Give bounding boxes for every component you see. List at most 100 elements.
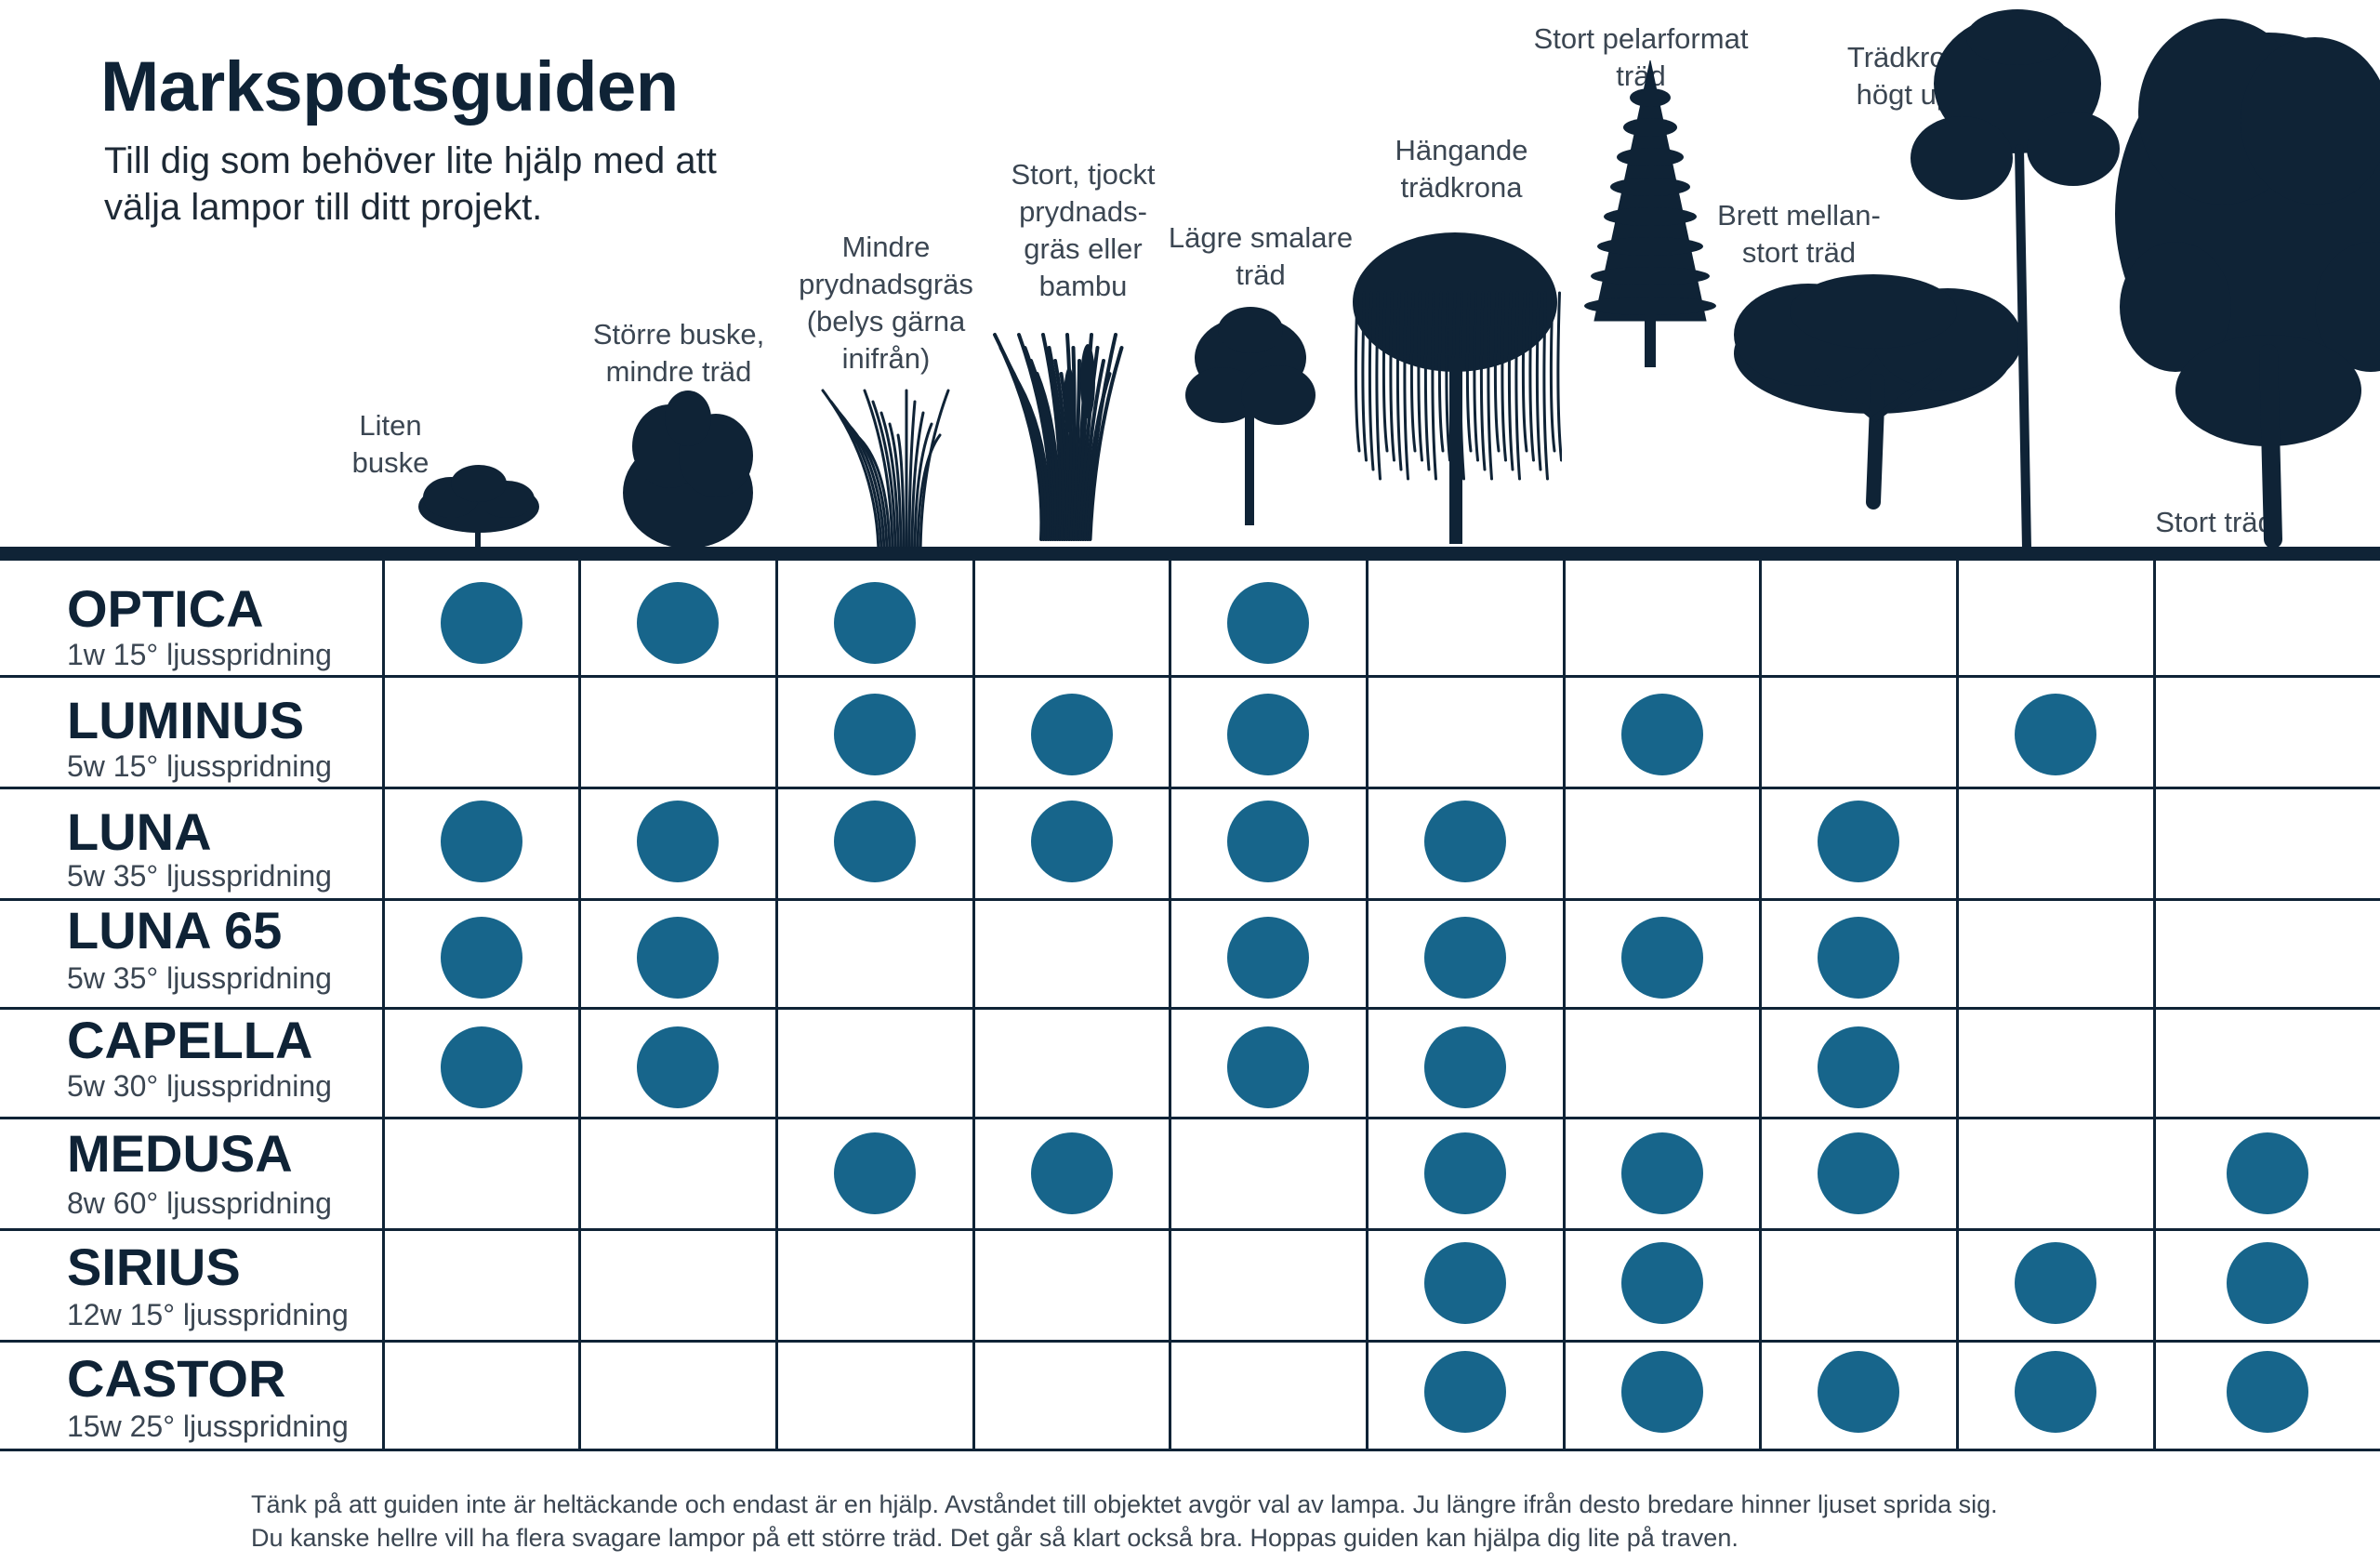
footer-note: Tänk på att guiden inte är heltäckande o… (251, 1488, 2380, 1555)
suitability-dot (1818, 917, 1899, 999)
suitability-dot (834, 801, 916, 882)
suitability-dot (637, 582, 719, 664)
suitability-dot (1620, 1242, 1703, 1324)
page-title: Markspotsguiden (100, 47, 679, 126)
column-divider (1759, 561, 1762, 1450)
suitability-dot (1030, 801, 1113, 882)
product-spec: 5w 35° ljusspridning (67, 859, 332, 893)
suitability-dot (1620, 1132, 1703, 1214)
product-name: OPTICA (67, 579, 264, 638)
plant-label: Brett mellan- stort träd (1717, 199, 1881, 269)
row-divider (0, 1340, 2380, 1343)
suitability-dot (2226, 1132, 2308, 1214)
ground-line (0, 547, 2380, 561)
plant-label: Stort, tjockt prydnads- gräs eller bambu (1011, 158, 1156, 302)
suitability-dot (1227, 1026, 1309, 1108)
product-spec: 5w 15° ljusspridning (67, 749, 332, 783)
product-spec: 15w 25° ljusspridning (67, 1410, 349, 1443)
column-divider (2153, 561, 2156, 1450)
column-divider (972, 561, 975, 1450)
suitability-dot (1424, 1132, 1506, 1214)
product-name: LUMINUS (67, 691, 305, 749)
product-name: LUNA 65 (67, 901, 283, 960)
product-name: CAPELLA (67, 1011, 313, 1069)
row-divider (0, 1117, 2380, 1119)
row-divider (0, 898, 2380, 901)
footer-line: Tänk på att guiden inte är heltäckande o… (251, 1490, 1998, 1518)
suitability-dot (2015, 1351, 2096, 1433)
weeping-tree-icon (1353, 232, 1562, 544)
product-spec: 5w 30° ljusspridning (67, 1069, 332, 1103)
product-spec: 12w 15° ljusspridning (67, 1298, 349, 1331)
suitability-dot (637, 1026, 719, 1108)
small-bush-icon (418, 465, 539, 553)
suitability-dot (1424, 1242, 1506, 1324)
suitability-dot (637, 917, 719, 999)
plant-label: Hängande trädkrona (1395, 134, 1528, 204)
suitability-dot (1818, 1351, 1899, 1433)
suitability-dot (440, 582, 522, 664)
column-divider (578, 561, 581, 1450)
product-matrix (0, 561, 2380, 1451)
row-divider (0, 1449, 2380, 1451)
large-tree-icon (2115, 19, 2380, 549)
suitability-dot (1424, 801, 1506, 882)
footer-line: Du kanske hellre vill ha flera svagare l… (251, 1524, 1739, 1552)
product-name: MEDUSA (67, 1124, 293, 1183)
suitability-dot (440, 1026, 522, 1108)
plant-label: Mindre prydnadsgräs (belys gärna inifrån… (799, 231, 973, 375)
column-divider (1366, 561, 1368, 1450)
suitability-dot (834, 694, 916, 775)
product-name: SIRIUS (67, 1238, 241, 1296)
product-spec: 8w 60° ljusspridning (67, 1186, 332, 1220)
suitability-dot (1424, 1026, 1506, 1108)
product-spec: 5w 35° ljusspridning (67, 961, 332, 995)
suitability-dot (1227, 582, 1309, 664)
suitability-dot (440, 801, 522, 882)
suitability-dot (1620, 917, 1703, 999)
suitability-dot (1227, 694, 1309, 775)
plant-label: Lägre smalare träd (1168, 221, 1354, 291)
column-divider (1563, 561, 1566, 1450)
suitability-dot (2015, 694, 2096, 775)
suitability-dot (1424, 917, 1506, 999)
plant-label: Stort pelarformat träd (1533, 22, 1749, 92)
suitability-dot (1818, 1132, 1899, 1214)
large-bush-icon (623, 390, 753, 558)
column-divider (1169, 561, 1171, 1450)
column-divider (775, 561, 778, 1450)
page-subtitle: Till dig som behöver lite hjälp med att … (104, 140, 717, 228)
suitability-dot (1227, 801, 1309, 882)
suitability-dot (1818, 801, 1899, 882)
suitability-dot (1620, 694, 1703, 775)
bamboo-icon (993, 333, 1124, 541)
row-divider (0, 675, 2380, 678)
suitability-dot (637, 801, 719, 882)
row-divider (0, 1228, 2380, 1231)
suitability-dot (1818, 1026, 1899, 1108)
suitability-dot (1424, 1351, 1506, 1433)
plant-label: Liten buske (351, 409, 430, 479)
slim-tree-icon (1185, 307, 1316, 525)
ornamental-grass-icon (821, 389, 950, 558)
suitability-dot (2226, 1351, 2308, 1433)
column-divider (1956, 561, 1959, 1450)
columnar-tree-icon (1584, 60, 1716, 367)
suitability-dot (2015, 1242, 2096, 1324)
suitability-dot (1620, 1351, 1703, 1433)
suitability-dot (1227, 917, 1309, 999)
row-divider (0, 1007, 2380, 1010)
suitability-dot (440, 917, 522, 999)
suitability-dot (2226, 1242, 2308, 1324)
broad-tree-icon (1734, 274, 2022, 510)
suitability-dot (834, 1132, 916, 1214)
product-name: LUNA (67, 802, 212, 861)
row-divider (0, 787, 2380, 789)
plant-label: Större buske, mindre träd (592, 318, 765, 388)
suitability-dot (1030, 694, 1113, 775)
column-divider (382, 561, 385, 1450)
product-name: CASTOR (67, 1349, 286, 1408)
suitability-dot (834, 582, 916, 664)
tall-crown-tree-icon (1911, 9, 2120, 549)
suitability-dot (1030, 1132, 1113, 1214)
